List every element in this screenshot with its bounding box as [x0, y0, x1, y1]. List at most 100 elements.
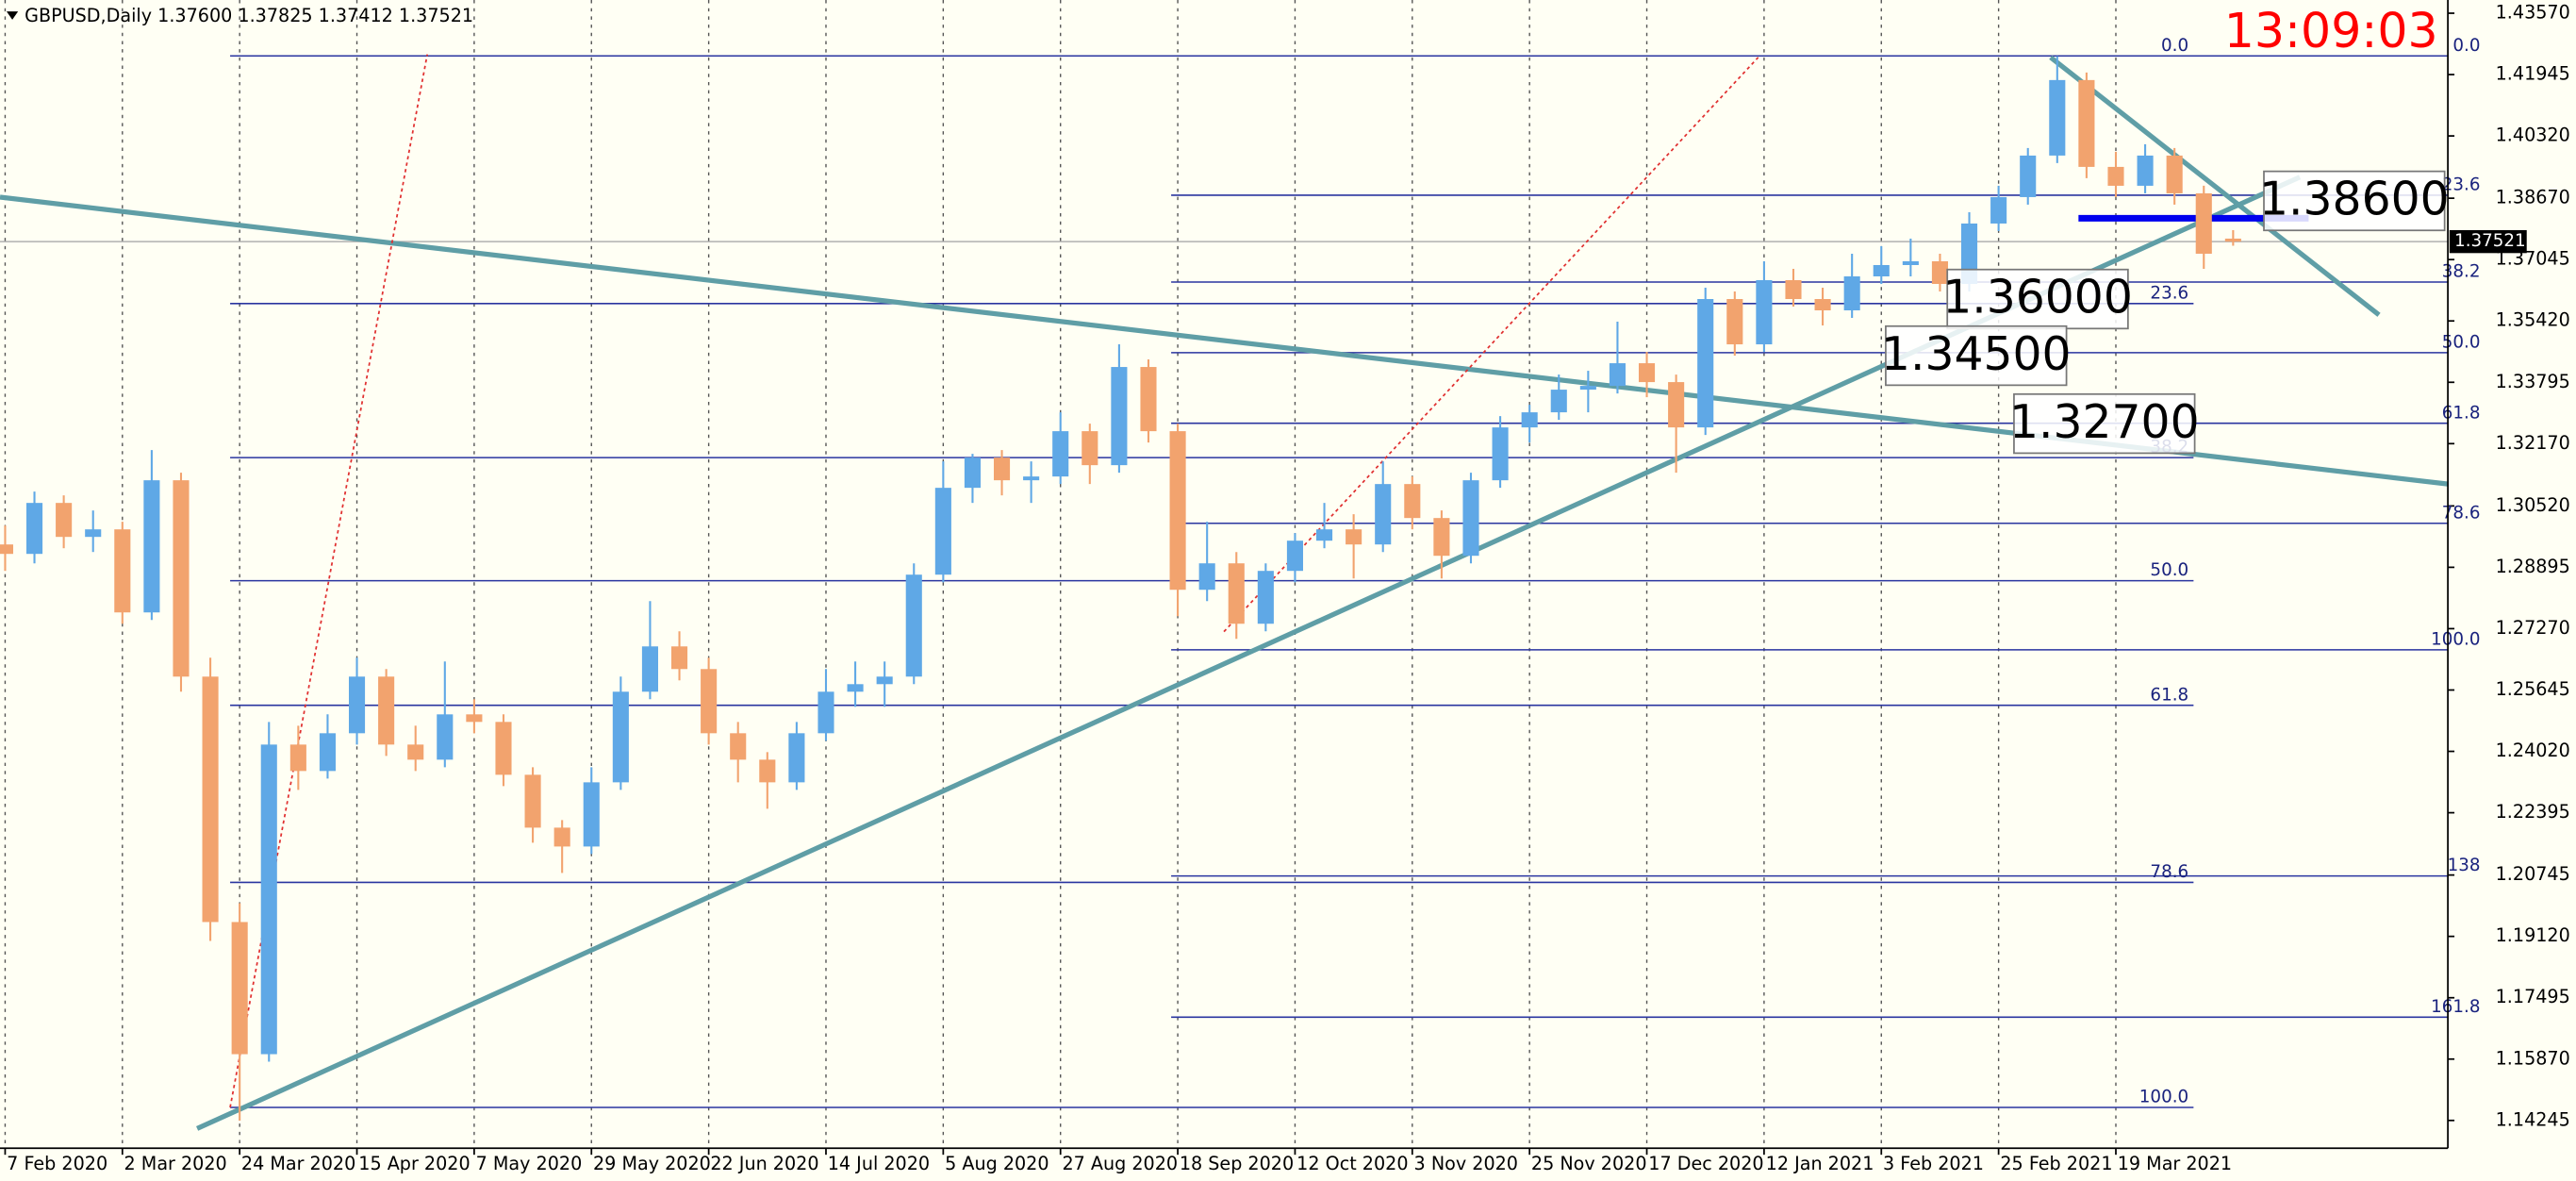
- candle-body: [378, 676, 395, 745]
- candle-body: [1726, 299, 1743, 345]
- candle-body: [173, 480, 190, 677]
- price-box-label: 1.32700: [2009, 396, 2200, 449]
- candle-body: [1902, 260, 1919, 265]
- x-tick-label: 17 Dec 2020: [1648, 1153, 1763, 1174]
- candle-body: [348, 676, 366, 734]
- price-box: [1946, 268, 2129, 330]
- candle-body: [1814, 299, 1831, 311]
- candle-body: [524, 774, 541, 828]
- fib-label: 50.0: [2442, 332, 2481, 352]
- candle-body: [701, 669, 718, 734]
- candle-body: [2137, 155, 2154, 186]
- candle-body: [85, 529, 102, 538]
- candle-body: [2107, 166, 2124, 186]
- y-tick-label: 1.41945: [2496, 63, 2570, 85]
- candle-body: [1873, 264, 1890, 276]
- y-tick-label: 1.22395: [2496, 801, 2570, 823]
- candle-body: [934, 488, 951, 575]
- menu-icon[interactable]: [6, 11, 19, 20]
- x-tick-label: 25 Nov 2020: [1531, 1153, 1647, 1174]
- overlay-layer: 7 Feb 2020 2 Mar 2020 24 Mar 2020 15 Apr 20…: [4, 2, 2570, 1174]
- y-tick-label: 1.17495: [2496, 986, 2570, 1007]
- candle-body: [1228, 563, 1245, 624]
- chart-title: GBPUSD,Daily 1.37600 1.37825 1.37412 1.3…: [25, 5, 473, 26]
- candle-body: [788, 733, 805, 783]
- fib-label: 23.6: [2442, 175, 2481, 195]
- fib-label: 0.0: [2161, 36, 2188, 56]
- y-tick-label: 1.27270: [2496, 617, 2570, 639]
- candle-body: [1111, 367, 1128, 466]
- candle-body: [1843, 275, 1860, 311]
- price-box: [2263, 170, 2446, 232]
- x-tick-label: 22 Jun 2020: [710, 1153, 818, 1174]
- x-tick-label: 12 Oct 2020: [1296, 1153, 1408, 1174]
- y-tick-label: 1.30520: [2496, 494, 2570, 516]
- fib-label: 78.6: [2442, 503, 2481, 523]
- y-tick-label: 1.19120: [2496, 924, 2570, 946]
- y-tick-label: 1.37045: [2496, 248, 2570, 270]
- fib-label: 38.2: [2442, 262, 2481, 282]
- candle-body: [964, 457, 981, 489]
- y-tick-label: 1.25645: [2496, 678, 2570, 700]
- candle-body: [1609, 363, 1626, 387]
- candle-body: [1346, 529, 1362, 545]
- candle-body: [437, 714, 454, 760]
- candle-body: [641, 646, 658, 692]
- x-tick-label: 3 Nov 2020: [1414, 1153, 1518, 1174]
- candle-body: [1638, 363, 1656, 383]
- candle-body: [1550, 390, 1567, 413]
- fib-label: 138: [2448, 856, 2481, 875]
- candle-body: [2224, 238, 2241, 242]
- y-tick-label: 1.38670: [2496, 187, 2570, 208]
- candle-body: [1521, 412, 1538, 428]
- x-tick-label: 5 Aug 2020: [945, 1153, 1049, 1174]
- candle-body: [2078, 79, 2095, 167]
- candle-body: [1375, 484, 1392, 545]
- x-tick-label: 7 Feb 2020: [7, 1153, 107, 1174]
- x-tick-label: 14 Jul 2020: [828, 1153, 930, 1174]
- candle-body: [466, 714, 483, 723]
- candle-body: [1140, 367, 1157, 432]
- price-box-label: 1.36000: [1942, 272, 2133, 324]
- fib-label: 78.6: [2150, 862, 2188, 882]
- fib-label: 23.6: [2150, 283, 2188, 303]
- candle-body: [2166, 155, 2183, 193]
- candle-body: [1785, 280, 1802, 300]
- x-tick-label: 12 Jan 2021: [1766, 1153, 1874, 1174]
- candle-body: [1023, 476, 1040, 481]
- candle-body: [2049, 79, 2066, 156]
- candle-body: [1404, 484, 1421, 519]
- candle-body: [730, 733, 747, 760]
- y-tick-label: 1.20745: [2496, 863, 2570, 885]
- x-tick-label: 25 Feb 2021: [2000, 1153, 2112, 1174]
- candle-body: [231, 922, 248, 1055]
- x-tick-label: 18 Sep 2020: [1180, 1153, 1294, 1174]
- x-tick-label: 15 Apr 2020: [358, 1153, 470, 1174]
- y-tick-label: 1.32170: [2496, 432, 2570, 454]
- y-tick-label: 1.43570: [2496, 2, 2570, 24]
- candle-body: [1579, 386, 1596, 391]
- candle-body: [1990, 196, 2007, 224]
- candle-body: [759, 759, 776, 783]
- y-tick-label: 1.33795: [2496, 371, 2570, 392]
- candle-body: [114, 529, 131, 613]
- y-tick-label: 1.28895: [2496, 556, 2570, 577]
- candle-body: [670, 646, 688, 670]
- x-tick-label: 27 Aug 2020: [1062, 1153, 1178, 1174]
- x-tick-label: 24 Mar 2020: [241, 1153, 355, 1174]
- candle-body: [1286, 541, 1303, 572]
- clock: 13:09:03: [2224, 3, 2438, 58]
- candle-body: [260, 744, 277, 1055]
- candle-body: [876, 676, 893, 685]
- x-tick-label: 3 Feb 2021: [1883, 1153, 1984, 1174]
- fib-label: 0.0: [2452, 36, 2480, 56]
- current-price-label: 1.37521: [2454, 231, 2526, 251]
- candle-body: [1052, 431, 1069, 477]
- candle-body: [0, 544, 13, 555]
- candle-body: [1668, 382, 1685, 428]
- candle-body: [1082, 431, 1098, 466]
- y-tick-label: 1.15870: [2496, 1047, 2570, 1069]
- candle-body: [2020, 155, 2037, 197]
- y-tick-label: 1.14245: [2496, 1108, 2570, 1130]
